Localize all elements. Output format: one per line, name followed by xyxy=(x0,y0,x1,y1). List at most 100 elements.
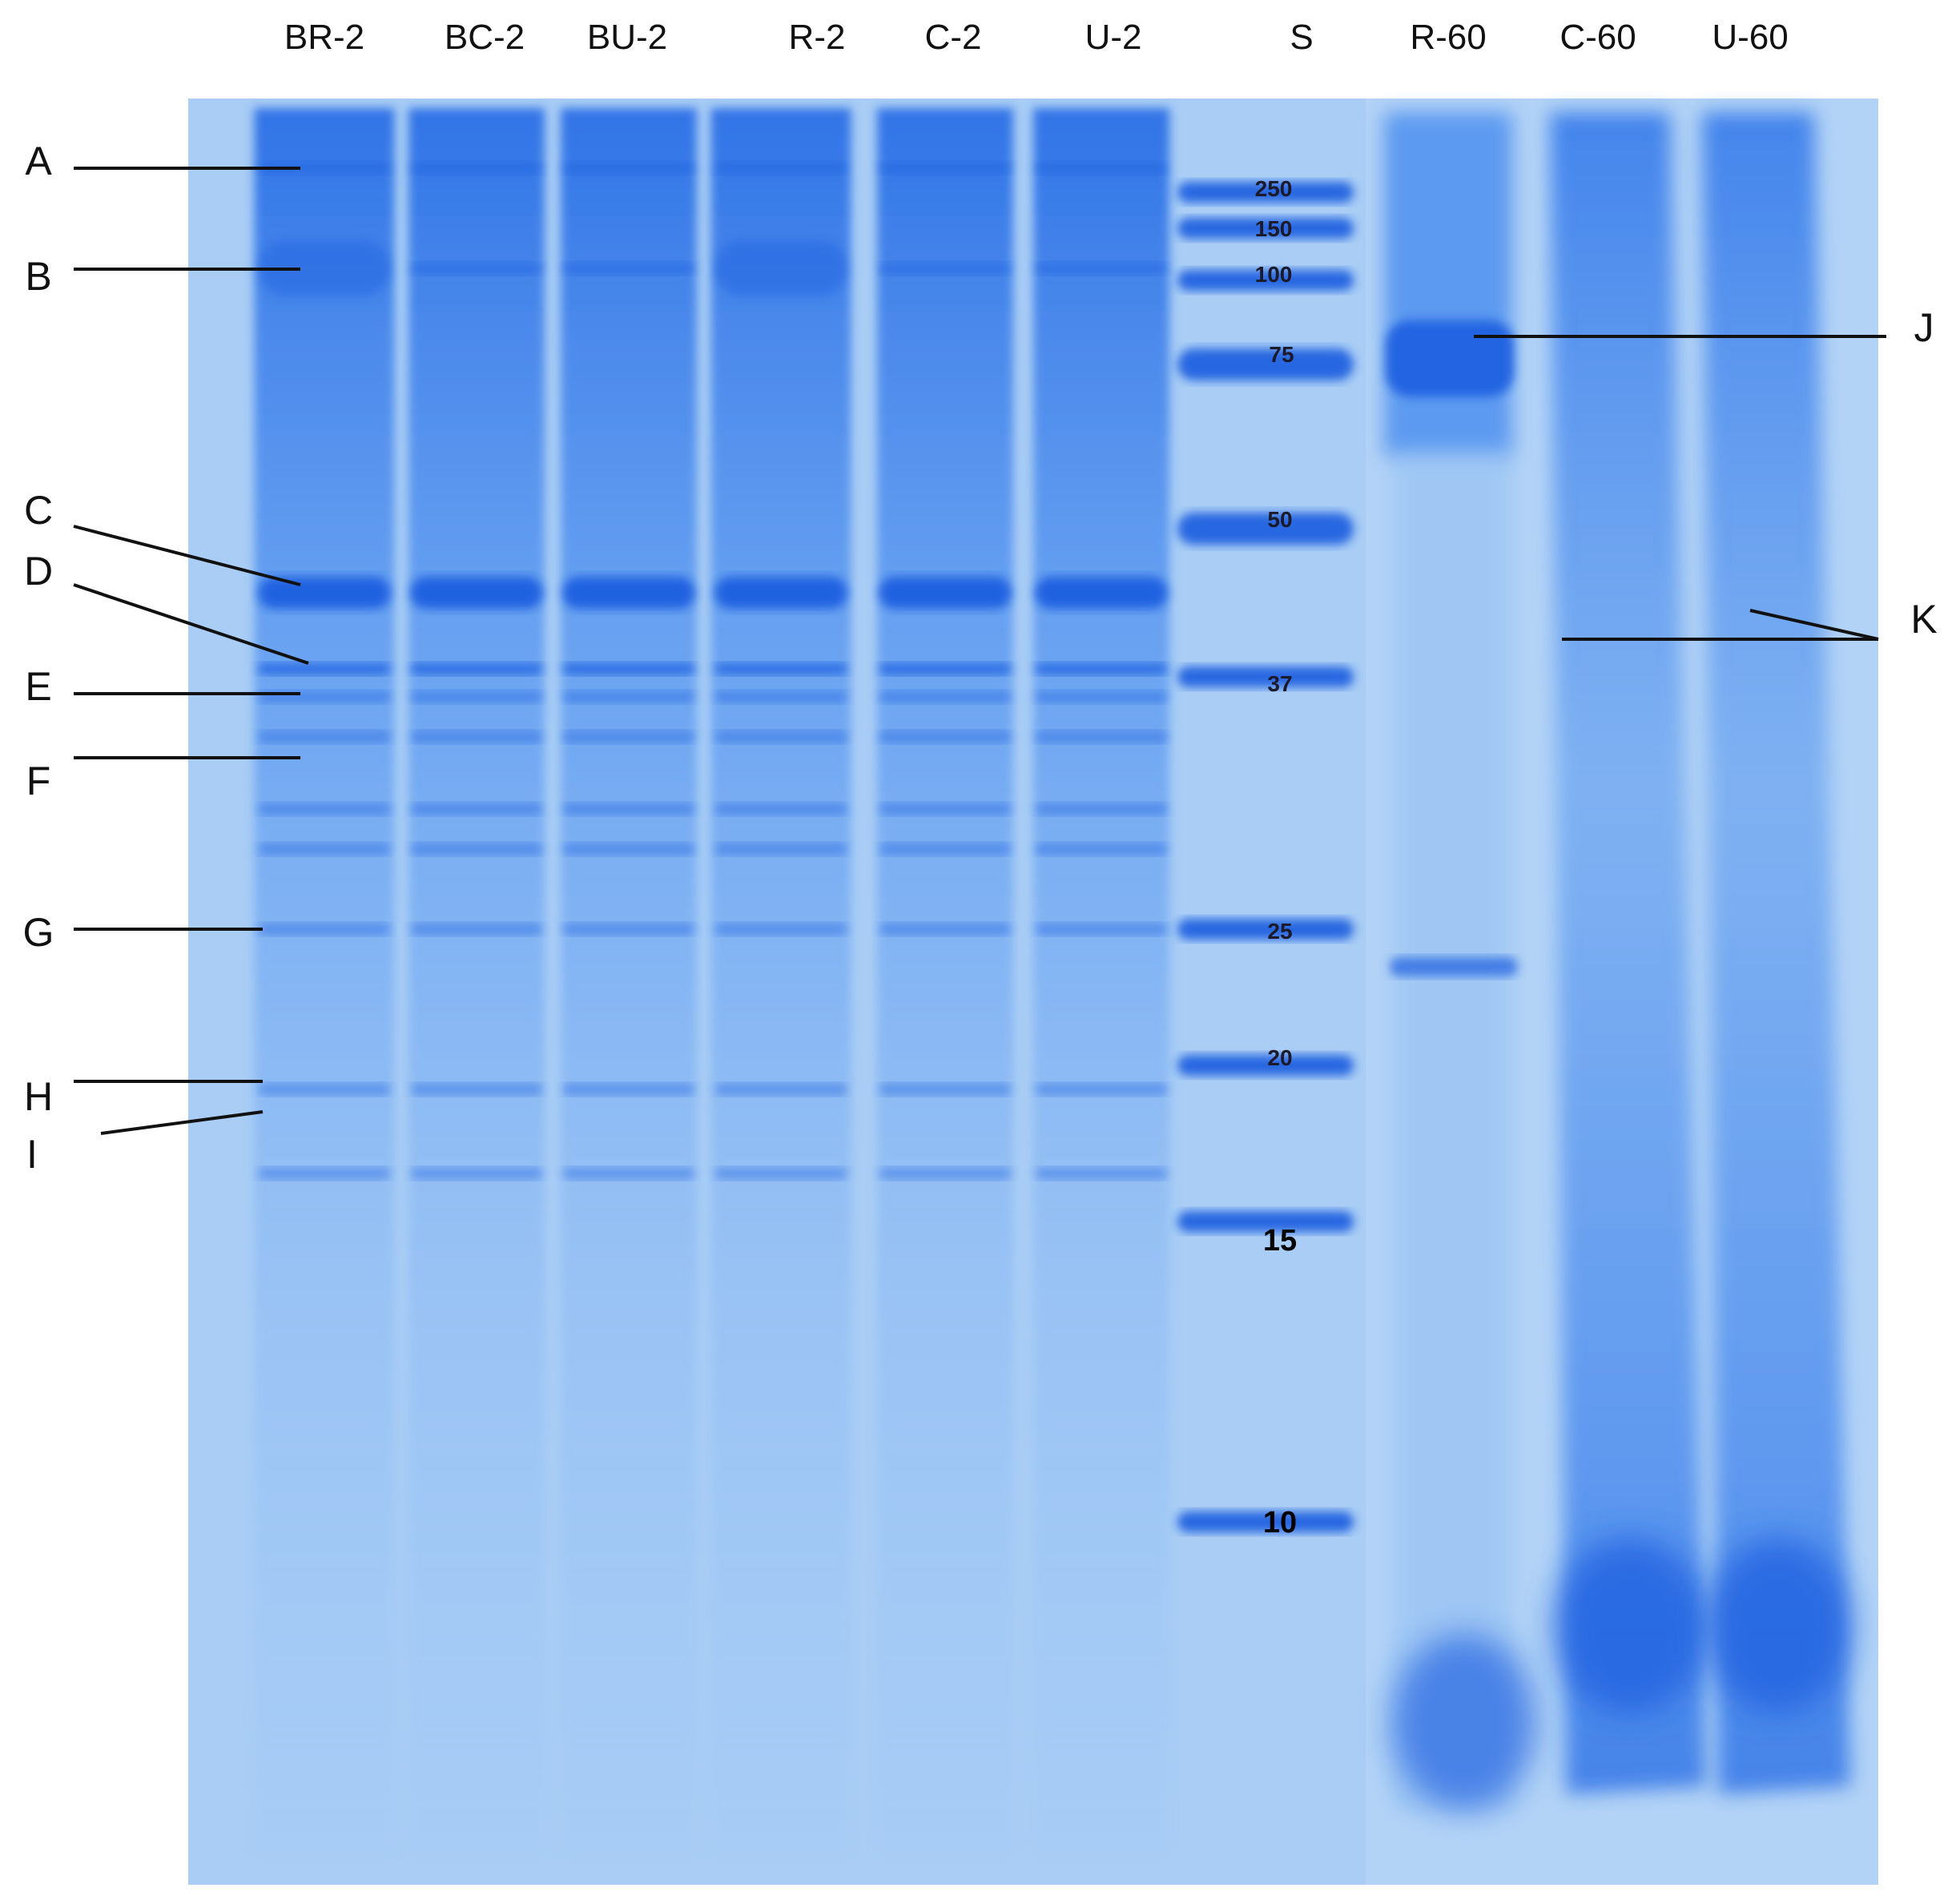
protein-band xyxy=(1035,1168,1168,1179)
lane-smear-bottom-blob xyxy=(1706,1538,1850,1714)
protein-band xyxy=(1035,263,1168,274)
protein-band xyxy=(714,240,847,296)
protein-band xyxy=(258,1084,391,1095)
marker-label-50: 50 xyxy=(1267,507,1293,532)
protein-band xyxy=(1035,577,1168,609)
annotation-pointer-line xyxy=(73,525,301,586)
lane-column xyxy=(561,108,697,1854)
marker-label-75: 75 xyxy=(1269,342,1294,367)
protein-band xyxy=(714,691,847,702)
marker-band xyxy=(1177,919,1354,940)
protein-band xyxy=(258,731,391,743)
protein-band xyxy=(879,843,1012,855)
protein-band xyxy=(258,803,391,815)
protein-band xyxy=(879,1168,1012,1179)
annotation-pointer-line xyxy=(100,1110,264,1135)
marker-band xyxy=(1177,182,1354,203)
protein-band xyxy=(258,663,391,674)
protein-band xyxy=(562,163,695,174)
lane-smear xyxy=(1550,112,1706,1794)
marker-band xyxy=(1177,348,1354,380)
protein-band xyxy=(714,803,847,815)
protein-band xyxy=(410,924,543,935)
protein-band xyxy=(410,577,543,609)
protein-band xyxy=(714,577,847,609)
band-label-a: A xyxy=(25,139,52,183)
protein-band xyxy=(714,843,847,855)
protein-band xyxy=(879,577,1012,609)
protein-band xyxy=(562,263,695,274)
marker-band xyxy=(1177,1211,1354,1232)
lane-label-c-60: C-60 xyxy=(1560,18,1636,57)
protein-band xyxy=(714,663,847,674)
protein-band xyxy=(562,1168,695,1179)
lane-label-bc-2: BC-2 xyxy=(444,18,525,57)
band-label-g: G xyxy=(22,910,54,955)
protein-band xyxy=(714,1168,847,1179)
protein-band xyxy=(410,691,543,702)
protein-band xyxy=(562,691,695,702)
protein-band xyxy=(879,803,1012,815)
lane-column xyxy=(1033,108,1169,1854)
lane-column xyxy=(710,108,851,1854)
protein-band xyxy=(562,577,695,609)
lane-label-u-60: U-60 xyxy=(1712,18,1789,57)
protein-band xyxy=(410,1168,543,1179)
band-label-c: C xyxy=(23,488,54,533)
protein-band xyxy=(258,240,391,296)
marker-label-10: 10 xyxy=(1262,1506,1298,1540)
marker-label-15: 15 xyxy=(1262,1224,1298,1258)
band-label-d: D xyxy=(23,549,54,594)
protein-band xyxy=(410,263,543,274)
annotation-pointer-line xyxy=(1749,609,1879,641)
protein-band xyxy=(879,731,1012,743)
marker-band xyxy=(1177,1055,1354,1076)
marker-label-150: 150 xyxy=(1254,216,1293,241)
protein-band xyxy=(714,1084,847,1095)
protein-band xyxy=(258,577,391,609)
lane-label-br-2: BR-2 xyxy=(284,18,365,57)
protein-band xyxy=(879,263,1012,274)
protein-band xyxy=(1035,691,1168,702)
protein-band xyxy=(410,803,543,815)
lane-smear-bottom-blob xyxy=(1554,1538,1706,1714)
protein-band xyxy=(1035,663,1168,674)
protein-band xyxy=(879,1084,1012,1095)
protein-band xyxy=(562,1084,695,1095)
band-label-h: H xyxy=(23,1074,54,1119)
lane-column xyxy=(409,108,545,1854)
band-label-i: I xyxy=(26,1132,38,1177)
protein-band xyxy=(410,163,543,174)
protein-band xyxy=(1035,163,1168,174)
protein-band xyxy=(714,731,847,743)
protein-band xyxy=(258,163,391,174)
protein-band xyxy=(562,663,695,674)
band-label-b: B xyxy=(25,254,52,299)
protein-band xyxy=(1035,803,1168,815)
protein-band xyxy=(879,163,1012,174)
protein-band xyxy=(879,663,1012,674)
lane-label-u-2: U-2 xyxy=(1085,18,1142,57)
marker-band xyxy=(1177,666,1354,687)
protein-band xyxy=(1035,731,1168,743)
lane-smear xyxy=(1702,112,1850,1794)
annotation-pointer-line xyxy=(73,583,309,665)
protein-band xyxy=(714,924,847,935)
band-label-j: J xyxy=(1914,305,1934,350)
protein-band-j xyxy=(1386,320,1514,396)
protein-band xyxy=(1390,957,1518,976)
marker-label-20: 20 xyxy=(1267,1045,1293,1070)
lane-r60-lower xyxy=(1392,449,1512,1810)
lane-label-c-2: C-2 xyxy=(924,18,982,57)
protein-band xyxy=(879,691,1012,702)
marker-label-100: 100 xyxy=(1254,262,1293,287)
marker-label-250: 250 xyxy=(1254,176,1293,201)
band-label-e: E xyxy=(25,664,52,709)
marker-band xyxy=(1177,513,1354,545)
protein-band xyxy=(714,163,847,174)
lane-label-bu-2: BU-2 xyxy=(586,18,668,57)
lane-label-r-60: R-60 xyxy=(1410,18,1487,57)
protein-band xyxy=(410,843,543,855)
